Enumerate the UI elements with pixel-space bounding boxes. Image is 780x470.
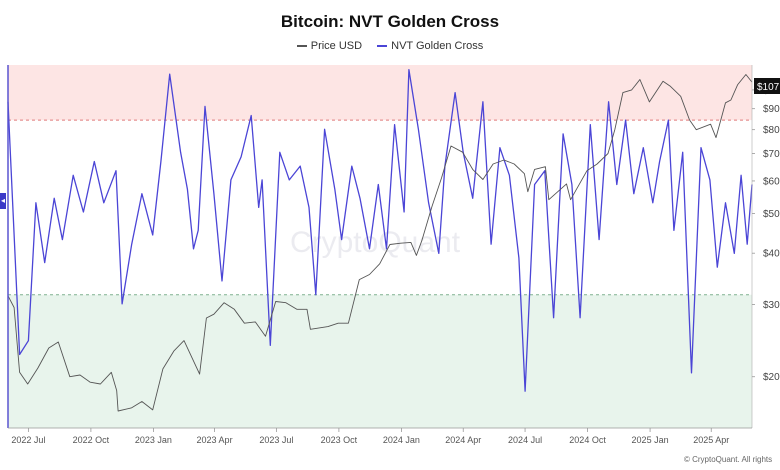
x-tick-label: 2025 Apr bbox=[693, 435, 729, 445]
x-tick-label: 2022 Oct bbox=[73, 435, 110, 445]
watermark: CryptoQuant bbox=[290, 226, 461, 259]
x-tick-label: 2023 Apr bbox=[197, 435, 233, 445]
x-tick-label: 2023 Jan bbox=[135, 435, 172, 445]
chart-title: Bitcoin: NVT Golden Cross bbox=[280, 12, 500, 31]
legend: Price USD NVT Golden Cross bbox=[0, 40, 780, 52]
left-axis-handle[interactable]: ◂ bbox=[0, 193, 6, 209]
x-tick-label: 2024 Apr bbox=[445, 435, 481, 445]
series-line-price-usd bbox=[7, 74, 753, 412]
x-tick-label: 2024 Jan bbox=[383, 435, 420, 445]
x-tick-label: 2024 Oct bbox=[569, 435, 606, 445]
x-tick-label: 2022 Jul bbox=[11, 435, 45, 445]
y-tick-label: $20 bbox=[763, 372, 780, 383]
series-line-nvt-golden-cross bbox=[7, 68, 753, 392]
legend-label-nvt: NVT Golden Cross bbox=[391, 40, 484, 52]
x-tick-label: 2024 Jul bbox=[508, 435, 542, 445]
legend-item-nvt[interactable]: NVT Golden Cross bbox=[377, 40, 483, 52]
y-tick-label: $70 bbox=[763, 149, 780, 160]
legend-swatch-price bbox=[296, 45, 307, 48]
current-price-tag bbox=[754, 78, 780, 94]
upper-band bbox=[8, 65, 752, 121]
legend-swatch-nvt bbox=[377, 45, 388, 48]
y-tick-label: $60 bbox=[763, 176, 780, 187]
y-tick-label: $30 bbox=[763, 300, 780, 311]
legend-item-price[interactable]: Price USD bbox=[296, 40, 363, 52]
lower-band bbox=[8, 294, 752, 428]
x-tick-label: 2025 Jan bbox=[632, 435, 669, 445]
y-tick-label: $90 bbox=[763, 104, 780, 115]
current-price-label: $107 bbox=[757, 82, 780, 93]
copyright-credit: © CryptoQuant. All rights reserved bbox=[684, 455, 772, 464]
y-tick-label: $80 bbox=[763, 125, 780, 136]
x-tick-label: 2023 Oct bbox=[321, 435, 358, 445]
x-tick-label: 2023 Jul bbox=[259, 435, 293, 445]
y-tick-label: $40 bbox=[763, 249, 780, 260]
y-tick-label: $50 bbox=[763, 209, 780, 220]
legend-label-price: Price USD bbox=[310, 40, 363, 52]
